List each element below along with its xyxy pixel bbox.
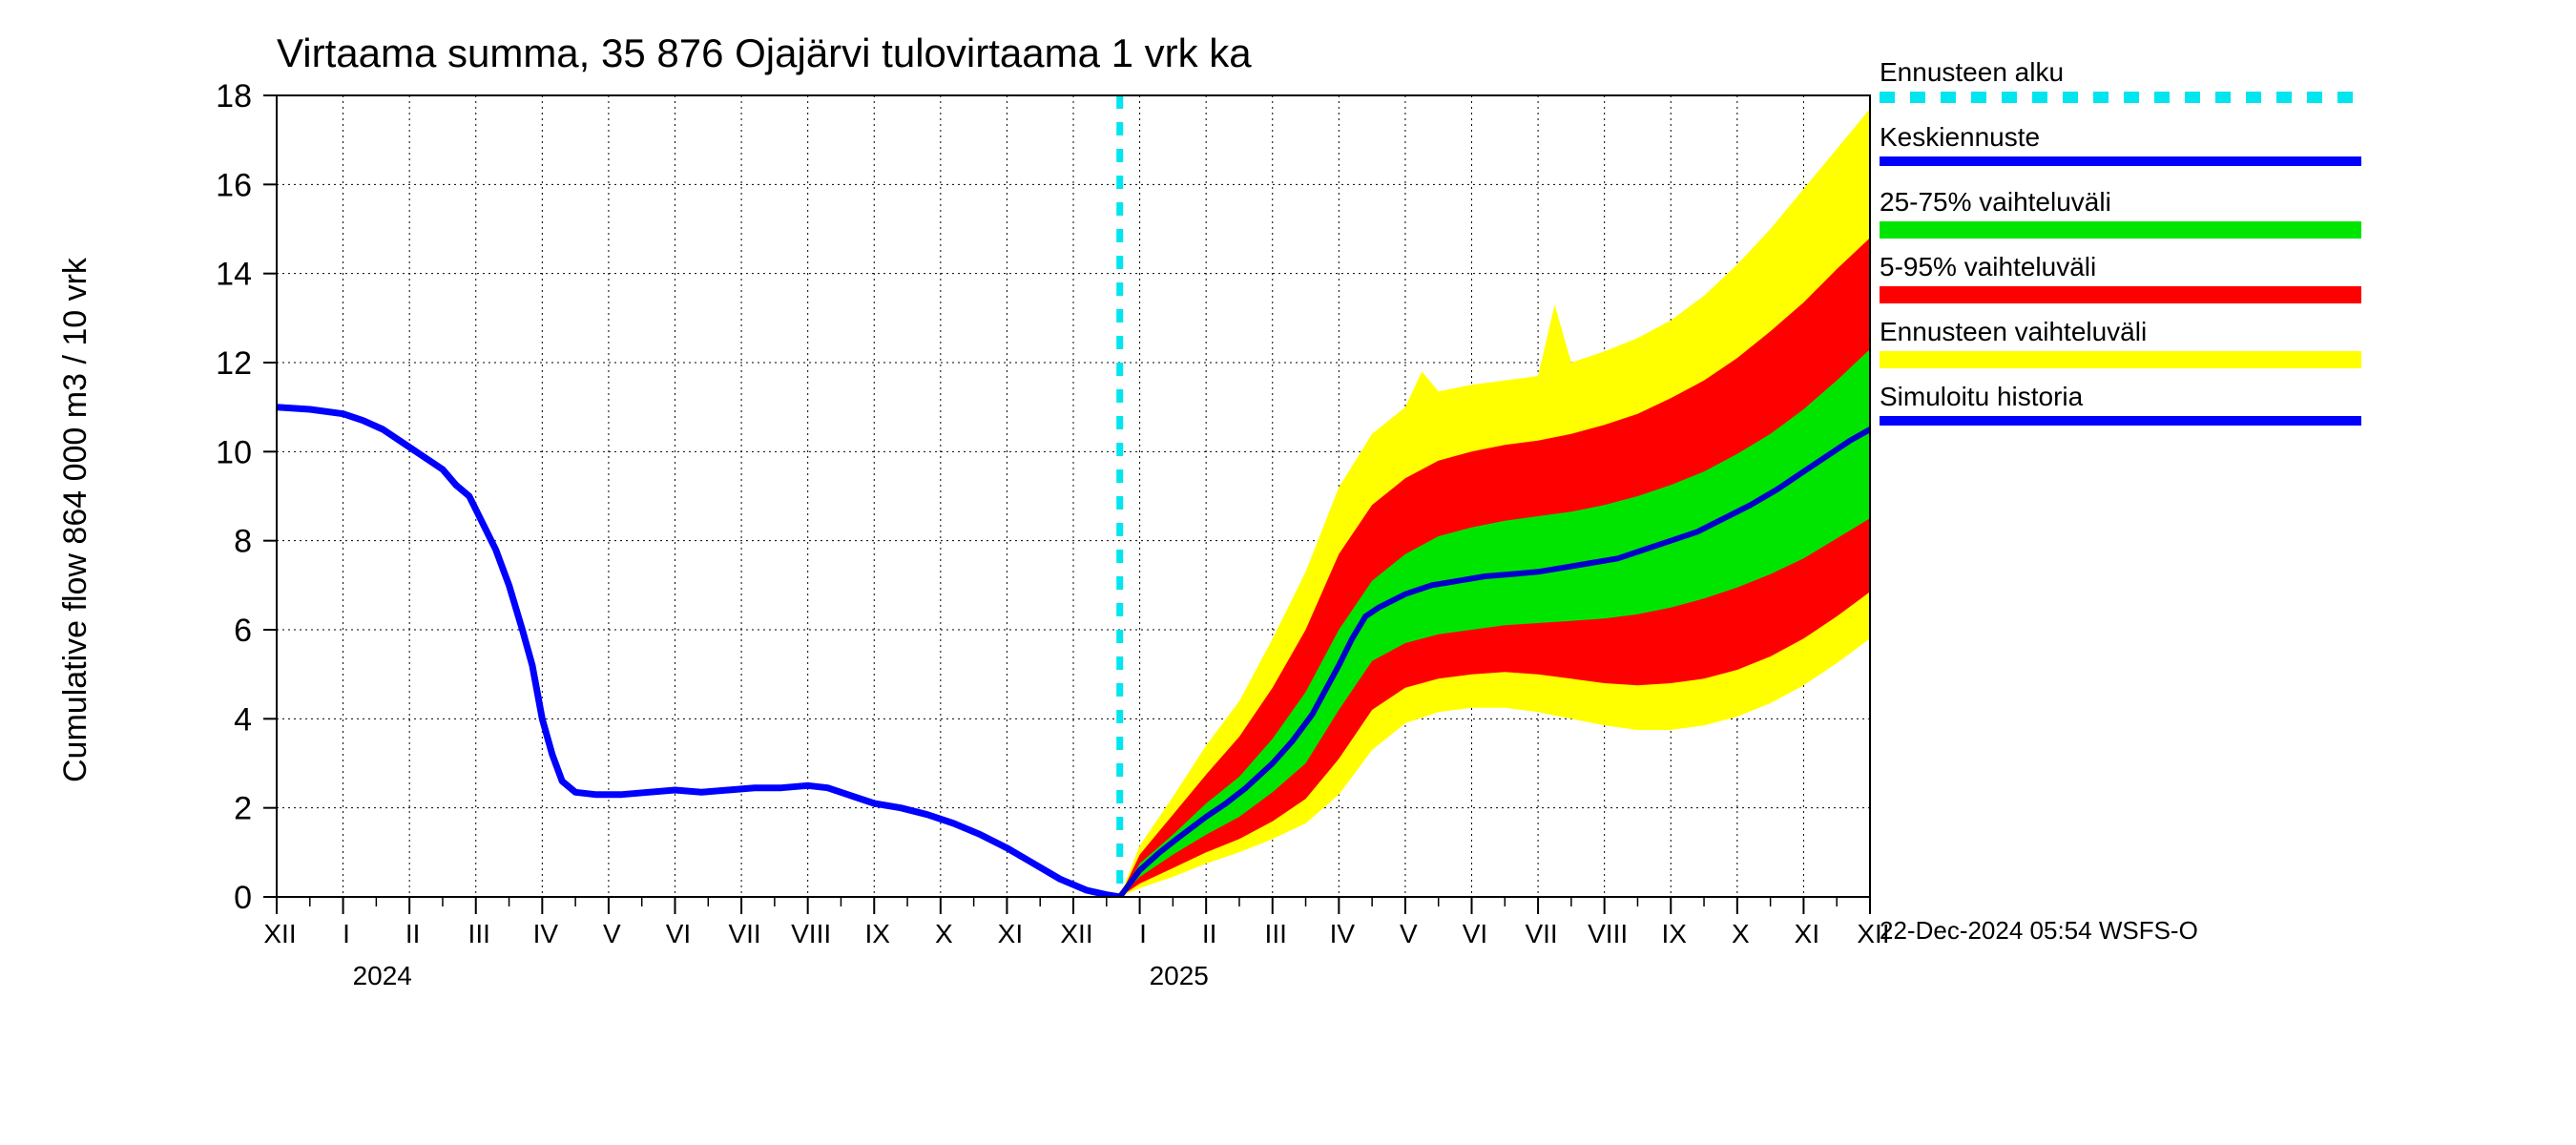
svg-text:2025: 2025 bbox=[1150, 961, 1209, 990]
svg-text:X: X bbox=[1732, 919, 1750, 948]
svg-text:IV: IV bbox=[533, 919, 559, 948]
svg-text:10: 10 bbox=[216, 434, 252, 470]
svg-text:X: X bbox=[935, 919, 953, 948]
svg-text:6: 6 bbox=[234, 613, 252, 649]
svg-text:XII: XII bbox=[1060, 919, 1092, 948]
svg-text:VIII: VIII bbox=[1588, 919, 1628, 948]
svg-text:14: 14 bbox=[216, 257, 252, 293]
svg-text:VII: VII bbox=[728, 919, 760, 948]
svg-text:VIII: VIII bbox=[791, 919, 831, 948]
svg-text:IV: IV bbox=[1330, 919, 1356, 948]
svg-text:I: I bbox=[343, 919, 350, 948]
svg-text:III: III bbox=[468, 919, 490, 948]
legend-label: Ennusteen vaihteluväli bbox=[1880, 317, 2376, 347]
svg-text:2: 2 bbox=[234, 791, 252, 827]
svg-text:4: 4 bbox=[234, 701, 252, 738]
svg-text:I: I bbox=[1139, 919, 1147, 948]
legend-item: 25-75% vaihteluväli bbox=[1880, 187, 2376, 239]
svg-text:III: III bbox=[1265, 919, 1287, 948]
svg-text:II: II bbox=[405, 919, 421, 948]
legend-swatch bbox=[1880, 416, 2361, 426]
svg-text:2024: 2024 bbox=[353, 961, 412, 990]
svg-text:XI: XI bbox=[998, 919, 1023, 948]
svg-text:VI: VI bbox=[1463, 919, 1487, 948]
legend-swatch bbox=[1880, 351, 2361, 368]
legend-label: 5-95% vaihteluväli bbox=[1880, 252, 2376, 282]
legend-item: Simuloitu historia bbox=[1880, 382, 2376, 426]
svg-text:18: 18 bbox=[216, 78, 252, 114]
svg-text:0: 0 bbox=[234, 880, 252, 916]
legend-swatch bbox=[1880, 286, 2361, 303]
svg-text:V: V bbox=[603, 919, 621, 948]
legend-item: Ennusteen alku bbox=[1880, 57, 2376, 103]
svg-text:12: 12 bbox=[216, 345, 252, 382]
svg-text:XI: XI bbox=[1795, 919, 1819, 948]
svg-text:8: 8 bbox=[234, 524, 252, 560]
chart-title: Virtaama summa, 35 876 Ojajärvi tulovirt… bbox=[277, 31, 1252, 75]
y-axis-label: Cumulative flow 864 000 m3 / 10 vrk bbox=[57, 257, 93, 782]
legend-swatch bbox=[1880, 221, 2361, 239]
svg-text:16: 16 bbox=[216, 167, 252, 203]
svg-text:VII: VII bbox=[1525, 919, 1557, 948]
svg-text:IX: IX bbox=[864, 919, 890, 948]
svg-text:IX: IX bbox=[1661, 919, 1687, 948]
timestamp-footer: 22-Dec-2024 05:54 WSFS-O bbox=[1880, 916, 2198, 946]
legend-swatch bbox=[1880, 156, 2361, 166]
legend-item: Ennusteen vaihteluväli bbox=[1880, 317, 2376, 368]
legend-label: 25-75% vaihteluväli bbox=[1880, 187, 2376, 218]
legend-swatch bbox=[1880, 92, 2361, 103]
legend-label: Ennusteen alku bbox=[1880, 57, 2376, 88]
svg-text:II: II bbox=[1202, 919, 1217, 948]
legend-label: Keskiennuste bbox=[1880, 122, 2376, 153]
legend-label: Simuloitu historia bbox=[1880, 382, 2376, 412]
svg-text:VI: VI bbox=[666, 919, 691, 948]
legend-item: 5-95% vaihteluväli bbox=[1880, 252, 2376, 303]
svg-text:XII: XII bbox=[263, 919, 296, 948]
svg-text:V: V bbox=[1400, 919, 1418, 948]
flow-forecast-chart: 024681012141618XIIIIIIIIIVVVIVIIVIIIIXXX… bbox=[0, 0, 2576, 1145]
legend-item: Keskiennuste bbox=[1880, 122, 2376, 166]
